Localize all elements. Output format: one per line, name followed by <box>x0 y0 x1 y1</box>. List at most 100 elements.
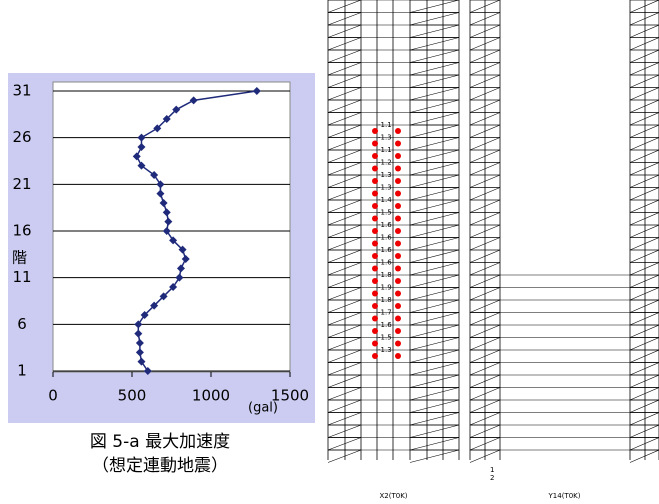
x-tick-label: 1000 <box>192 387 230 405</box>
brace <box>328 25 361 38</box>
brace <box>410 200 459 213</box>
brace <box>328 263 361 276</box>
brace <box>328 100 361 113</box>
brace <box>630 200 659 213</box>
brace <box>410 163 459 176</box>
marker-dot <box>395 141 401 147</box>
brace <box>630 100 659 113</box>
brace <box>410 275 459 288</box>
brace <box>410 100 459 113</box>
brace <box>410 125 459 138</box>
diagram-label: -1.2 <box>378 159 392 167</box>
brace <box>630 0 659 13</box>
brace <box>630 450 659 463</box>
brace <box>328 425 361 438</box>
brace <box>328 363 361 376</box>
brace <box>410 25 459 38</box>
brace <box>630 288 659 301</box>
brace <box>630 38 659 51</box>
brace <box>410 350 459 363</box>
brace <box>630 313 659 326</box>
brace <box>328 313 361 326</box>
marker-dot <box>395 191 401 197</box>
brace <box>410 250 459 263</box>
brace <box>410 313 459 326</box>
x-tick-label: 500 <box>118 387 147 405</box>
brace <box>630 150 659 163</box>
brace <box>410 213 459 226</box>
brace <box>410 388 459 401</box>
brace <box>630 63 659 76</box>
diagram-label: -1.3 <box>378 184 392 192</box>
brace <box>328 200 361 213</box>
diagram-caption: X2(T0K) <box>379 492 407 500</box>
diagram-label: -1.3 <box>378 346 392 354</box>
marker-dot <box>395 166 401 172</box>
marker-dot <box>395 228 401 234</box>
y-tick-label: 6 <box>17 315 27 333</box>
brace <box>410 138 459 151</box>
x-tick-label: 1500 <box>271 387 309 405</box>
brace <box>630 250 659 263</box>
brace <box>630 350 659 363</box>
brace <box>410 263 459 276</box>
brace <box>630 300 659 313</box>
brace <box>410 438 459 451</box>
brace <box>328 188 361 201</box>
brace <box>328 213 361 226</box>
brace <box>630 400 659 413</box>
brace <box>328 163 361 176</box>
brace <box>630 238 659 251</box>
brace <box>630 113 659 126</box>
brace <box>328 388 361 401</box>
brace <box>630 375 659 388</box>
brace <box>328 238 361 251</box>
brace <box>410 188 459 201</box>
diagram-label: 1 <box>490 466 494 474</box>
brace <box>630 188 659 201</box>
brace <box>630 363 659 376</box>
brace <box>630 438 659 451</box>
brace <box>630 263 659 276</box>
diagram-label: -1.5 <box>378 209 392 217</box>
brace <box>410 13 459 26</box>
marker-dot <box>395 303 401 309</box>
brace <box>328 338 361 351</box>
brace <box>328 75 361 88</box>
brace <box>630 275 659 288</box>
brace <box>630 175 659 188</box>
brace <box>328 288 361 301</box>
diagram-label: -1.1 <box>378 146 392 154</box>
brace <box>328 50 361 63</box>
brace <box>410 400 459 413</box>
marker-dot <box>395 316 401 322</box>
brace <box>410 300 459 313</box>
y-tick-label: 21 <box>12 175 31 193</box>
y-tick-label: 1 <box>17 362 27 380</box>
brace <box>630 125 659 138</box>
marker-dot <box>395 291 401 297</box>
brace <box>410 238 459 251</box>
page: 階 (gal) 図 5-a 最大加速度 （想定連動地震） X2(T0K)-1.1… <box>0 0 659 504</box>
frame-diagram: Y14(T0K)12 <box>470 0 659 500</box>
brace <box>328 63 361 76</box>
brace <box>328 350 361 363</box>
brace <box>328 150 361 163</box>
brace <box>630 425 659 438</box>
diagram-label: -1.8 <box>378 296 392 304</box>
brace <box>328 450 361 463</box>
brace <box>410 375 459 388</box>
brace <box>410 0 459 13</box>
caption: 図 5-a 最大加速度 <box>90 432 230 452</box>
marker-dot <box>395 253 401 259</box>
plot-area <box>53 82 290 372</box>
brace <box>630 25 659 38</box>
brace <box>410 175 459 188</box>
y-tick-label: 16 <box>12 222 31 240</box>
marker-dot <box>395 216 401 222</box>
brace <box>328 250 361 263</box>
brace <box>410 88 459 101</box>
brace <box>410 425 459 438</box>
brace <box>328 175 361 188</box>
x-tick-label: 0 <box>48 387 58 405</box>
